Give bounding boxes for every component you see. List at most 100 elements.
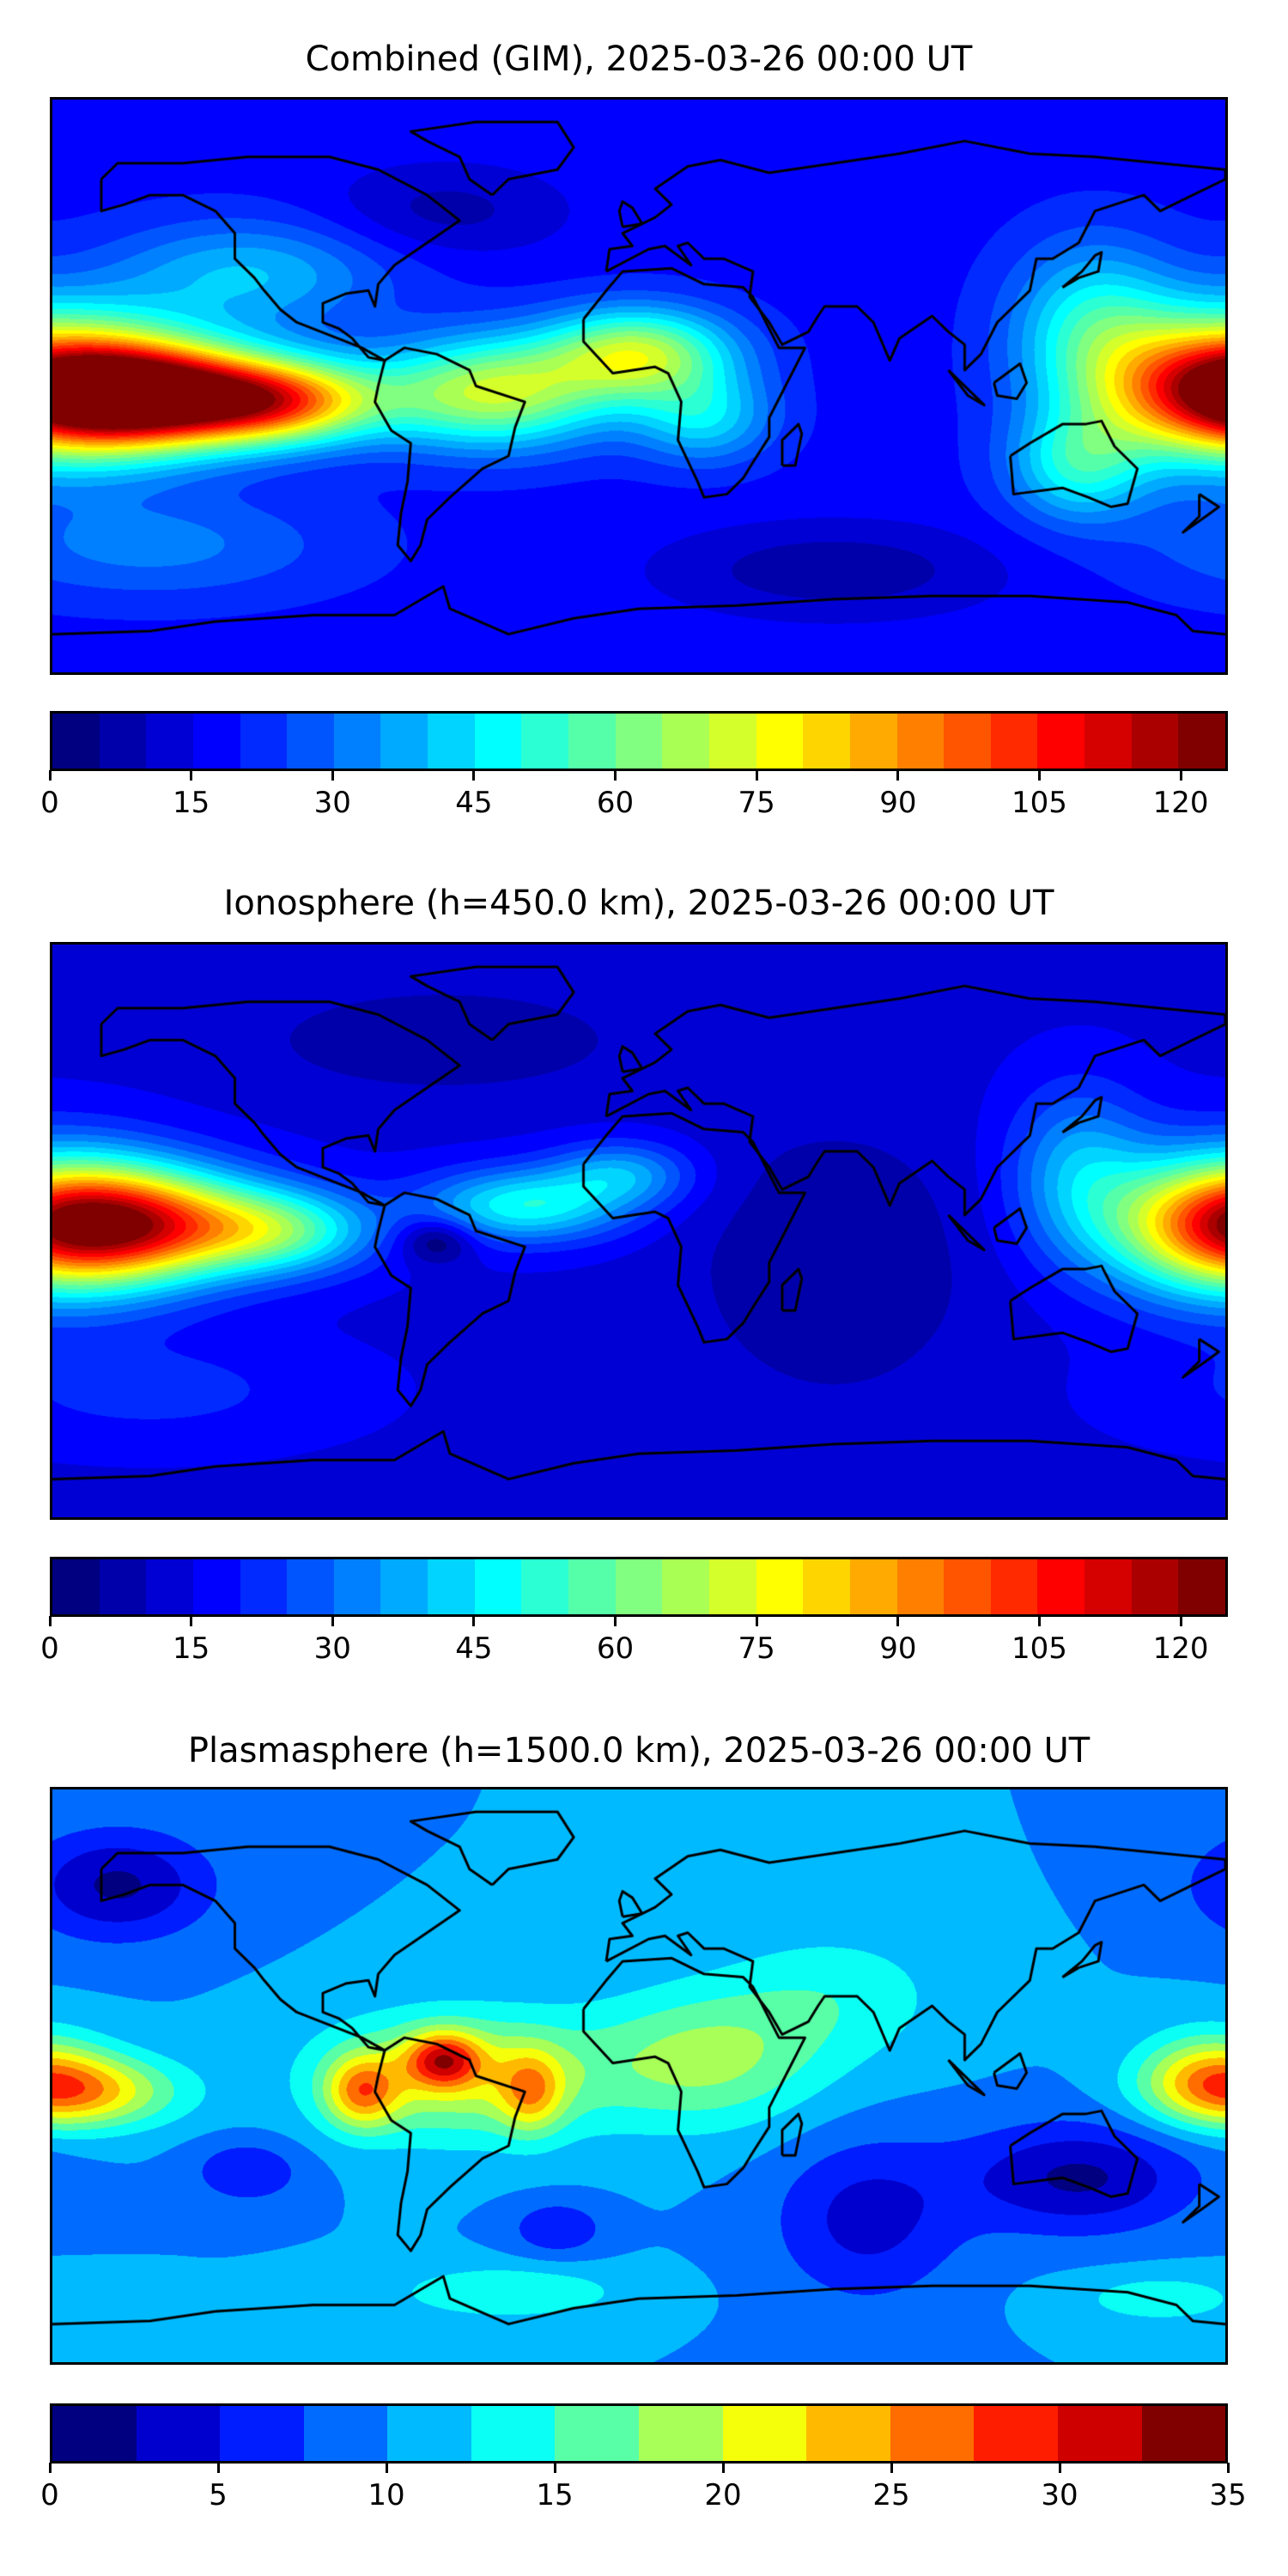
colorbar-tick-label: 45 [455,786,493,820]
colorbar-tick-mark [1037,1616,1041,1626]
colorbar-level-segment [287,714,334,769]
colorbar-tick-mark [896,770,900,781]
colorbar-level-segment [849,714,897,769]
colorbar-level-segment [708,1559,756,1614]
colorbar-level-segment [1037,714,1085,769]
colorbar-level-segment [380,1559,428,1614]
colorbar-level-segment [474,1559,522,1614]
colorbar-tick-mark [1226,2463,1230,2473]
colorbar-level-segment [1084,1559,1132,1614]
colorbar-level-segment [803,1559,850,1614]
colorbar-tick-mark [331,770,334,781]
colorbar-tick-mark [553,2463,556,2473]
panel-3-title: Plasmasphere (h=1500.0 km), 2025-03-26 0… [187,1731,1091,1771]
colorbar-tick-mark [331,1616,334,1626]
colorbar-tick-mark [216,2463,220,2473]
colorbar-level-segment [756,1559,804,1614]
colorbar-tick-label: 25 [872,2478,910,2512]
colorbar-tick-mark [1179,1616,1182,1626]
colorbar-level-segment [146,714,193,769]
panel-3-colorbar [50,2403,1228,2464]
colorbar-level-segment [333,1559,381,1614]
colorbar-level-segment [890,2406,975,2461]
colorbar-tick-label: 75 [738,1631,775,1666]
colorbar-level-segment [615,1559,663,1614]
colorbar-level-segment [708,714,756,769]
panel-1-colorbar-ticks: 0 15 30 45 60 75 90 105 120 [40,770,1228,830]
colorbar-level-segment [1057,2406,1142,2461]
colorbar-level-segment [240,1559,288,1614]
colorbar-level-segment [1178,714,1226,769]
panel-1-map [50,97,1228,675]
colorbar-level-segment [52,1559,100,1614]
colorbar-level-segment [387,2406,471,2461]
colorbar-tick-label: 35 [1209,2478,1247,2512]
colorbar-level-segment [662,714,709,769]
colorbar-tick-label: 75 [738,786,775,820]
colorbar-level-segment [240,714,288,769]
colorbar-tick-mark [472,1616,476,1626]
colorbar-level-segment [1141,2406,1226,2461]
colorbar-tick-label: 15 [172,1631,210,1666]
colorbar-tick-label: 105 [1012,1631,1067,1666]
colorbar-tick-mark [472,770,476,781]
panel-1-colorbar [50,711,1228,771]
colorbar-tick-label: 45 [455,1631,493,1666]
colorbar-level-segment [471,2406,556,2461]
colorbar-level-segment [521,1559,569,1614]
colorbar-level-segment [896,714,945,769]
colorbar-tick-label: 15 [172,786,210,820]
colorbar-level-segment [806,2406,890,2461]
colorbar-tick-mark [890,2463,893,2473]
panel-1-title: Combined (GIM), 2025-03-26 00:00 UT [305,39,973,79]
colorbar-level-segment [303,2406,388,2461]
colorbar-level-segment [99,1559,147,1614]
colorbar-tick-mark [896,1616,900,1626]
colorbar-tick-mark [385,2463,388,2473]
colorbar-tick-label: 105 [1012,786,1067,820]
colorbar-tick-label: 120 [1152,786,1209,820]
colorbar-level-segment [615,714,663,769]
colorbar-tick-label: 0 [40,1631,59,1666]
panel-3-contour-field [52,1789,1225,2362]
colorbar-tick-label: 60 [596,1631,635,1666]
colorbar-level-segment [896,1559,945,1614]
colorbar-tick-label: 20 [704,2478,742,2512]
colorbar-level-segment [944,714,991,769]
colorbar-tick-label: 5 [209,2478,228,2512]
colorbar-tick-label: 30 [313,1631,351,1666]
colorbar-level-segment [192,714,240,769]
colorbar-level-segment [52,2406,137,2461]
colorbar-tick-label: 10 [368,2478,405,2512]
colorbar-tick-label: 90 [879,786,917,820]
colorbar-level-segment [555,2406,640,2461]
colorbar-level-segment [1131,714,1179,769]
colorbar-level-segment [146,1559,193,1614]
colorbar-tick-mark [48,2463,52,2473]
panel-1-contour-field [52,100,1225,672]
colorbar-tick-mark [48,770,52,781]
colorbar-level-segment [1131,1559,1179,1614]
colorbar-level-segment [568,714,616,769]
panel-2-map [50,942,1228,1520]
colorbar-level-segment [803,714,850,769]
colorbar-level-segment [639,2406,723,2461]
colorbar-tick-label: 90 [879,1631,917,1666]
colorbar-level-segment [52,714,100,769]
colorbar-level-segment [287,1559,334,1614]
colorbar-level-segment [333,714,381,769]
colorbar-level-segment [1037,1559,1085,1614]
colorbar-tick-mark [190,770,193,781]
colorbar-level-segment [474,714,522,769]
colorbar-tick-label: 30 [313,786,351,820]
colorbar-level-segment [428,714,475,769]
colorbar-level-segment [136,2406,221,2461]
panel-2-colorbar-ticks: 0 15 30 45 60 75 90 105 120 [40,1616,1228,1676]
colorbar-level-segment [380,714,428,769]
colorbar-tick-label: 30 [1041,2478,1078,2512]
colorbar-level-segment [220,2406,304,2461]
panel-3-map [50,1787,1228,2365]
colorbar-tick-label: 0 [40,2478,59,2512]
colorbar-tick-label: 120 [1152,1631,1209,1666]
colorbar-level-segment [192,1559,240,1614]
